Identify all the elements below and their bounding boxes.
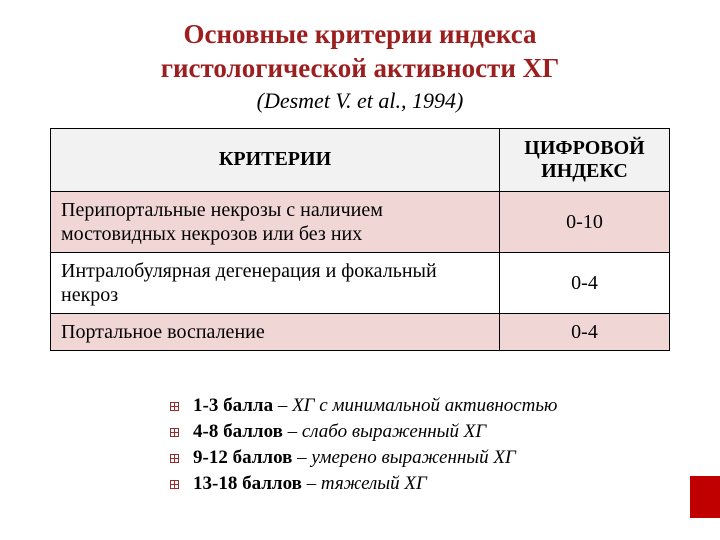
cell-criteria: Портальное воспаление (51, 313, 500, 350)
header-index: ЦИФРОВОЙ ИНДЕКС (500, 128, 670, 191)
accent-bar (690, 476, 720, 518)
list-text: 1-3 балла – ХГ с минимальной активностью (193, 395, 557, 417)
title-line-2: гистологической активности ХГ (161, 53, 560, 83)
list-item: 9-12 баллов – умерено выраженный ХГ (170, 447, 670, 469)
cell-criteria: Интралобулярная дегенерация и фокальный … (51, 252, 500, 313)
title-line-1: Основные критерии индекса (183, 19, 536, 49)
bullet-icon (170, 402, 179, 411)
cell-index: 0-4 (500, 313, 670, 350)
cell-index: 0-4 (500, 252, 670, 313)
header-criteria: КРИТЕРИИ (51, 128, 500, 191)
slide-subtitle: (Desmet V. et al., 1994) (50, 88, 670, 114)
criteria-table: КРИТЕРИИ ЦИФРОВОЙ ИНДЕКС Перипортальные … (50, 128, 670, 351)
list-text: 9-12 баллов – умерено выраженный ХГ (193, 447, 516, 469)
interpretation-list: 1-3 балла – ХГ с минимальной активностью… (170, 395, 670, 495)
list-item: 13-18 баллов – тяжелый ХГ (170, 473, 670, 495)
list-dash: – (302, 473, 321, 494)
cell-criteria: Перипортальные некрозы с наличием мостов… (51, 191, 500, 252)
list-bold: 1-3 балла (193, 395, 273, 416)
table-row: Портальное воспаление 0-4 (51, 313, 670, 350)
list-italic: тяжелый ХГ (321, 473, 427, 494)
list-italic: умерено выраженный ХГ (311, 447, 515, 468)
list-bold: 13-18 баллов (193, 473, 302, 494)
list-dash: – (273, 395, 292, 416)
slide: Основные критерии индекса гистологическо… (0, 0, 720, 540)
list-italic: ХГ с минимальной активностью (292, 395, 557, 416)
list-dash: – (292, 447, 311, 468)
list-item: 1-3 балла – ХГ с минимальной активностью (170, 395, 670, 417)
list-bold: 9-12 баллов (193, 447, 292, 468)
list-dash: – (283, 421, 302, 442)
list-text: 4-8 баллов – слабо выраженный ХГ (193, 421, 486, 443)
cell-index: 0-10 (500, 191, 670, 252)
bullet-icon (170, 428, 179, 437)
table-row: Перипортальные некрозы с наличием мостов… (51, 191, 670, 252)
list-text: 13-18 баллов – тяжелый ХГ (193, 473, 427, 495)
list-bold: 4-8 баллов (193, 421, 283, 442)
list-item: 4-8 баллов – слабо выраженный ХГ (170, 421, 670, 443)
bullet-icon (170, 480, 179, 489)
table-row: Интралобулярная дегенерация и фокальный … (51, 252, 670, 313)
list-italic: слабо выраженный ХГ (302, 421, 486, 442)
bullet-icon (170, 454, 179, 463)
slide-title: Основные критерии индекса гистологическо… (50, 18, 670, 86)
table-header-row: КРИТЕРИИ ЦИФРОВОЙ ИНДЕКС (51, 128, 670, 191)
